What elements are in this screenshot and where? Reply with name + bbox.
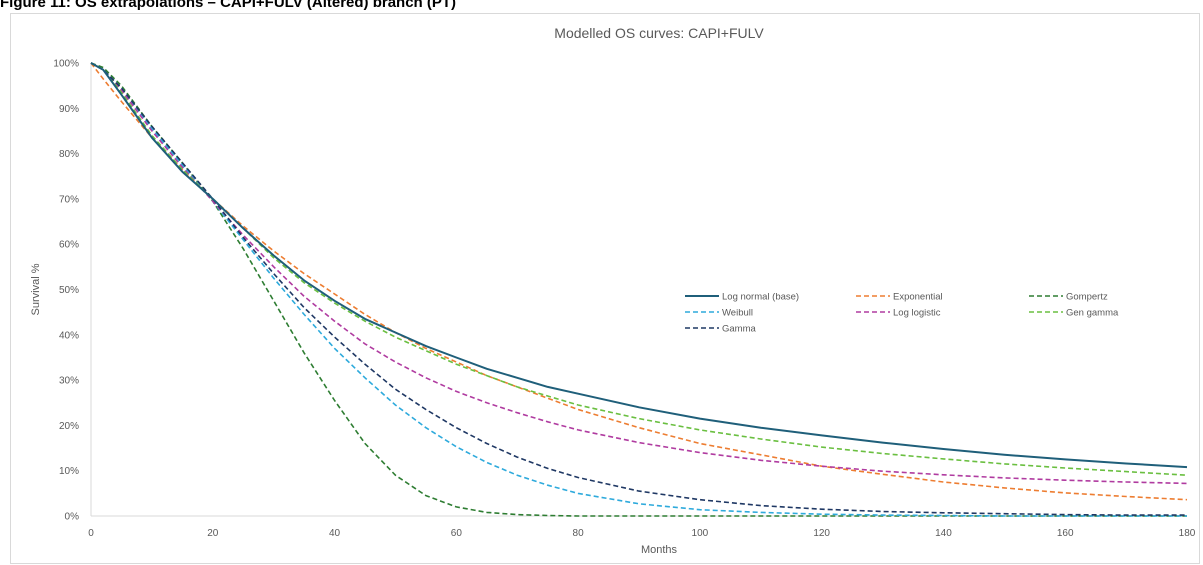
- y-tick-label: 50%: [59, 285, 79, 296]
- y-tick-label: 20%: [59, 421, 79, 432]
- y-tick-label: 90%: [59, 104, 79, 115]
- y-tick-label: 80%: [59, 149, 79, 160]
- y-axis-title: Survival %: [30, 263, 42, 315]
- x-tick-label: 0: [88, 528, 94, 539]
- y-tick-label: 70%: [59, 194, 79, 205]
- x-tick-label: 40: [329, 528, 341, 539]
- x-tick-label: 20: [207, 528, 219, 539]
- figure-caption: Figure 11: OS extrapolations – CAPI+FULV…: [0, 0, 457, 11]
- y-tick-label: 0%: [65, 512, 80, 523]
- legend-label: Gompertz: [1066, 292, 1108, 303]
- x-tick-label: 60: [451, 528, 463, 539]
- chart-title: Modelled OS curves: CAPI+FULV: [554, 25, 764, 41]
- chart-area: Modelled OS curves: CAPI+FULV 0% 10% 20% 30%…: [10, 13, 1200, 564]
- series-line-gompertz: [90, 62, 1187, 517]
- series-line-exponential: [90, 62, 1188, 501]
- y-tick-label: 10%: [59, 466, 79, 477]
- legend-label: Gamma: [722, 324, 757, 335]
- y-tick-label: 30%: [59, 376, 79, 387]
- x-tick-label: 160: [1057, 528, 1074, 539]
- series-line-log-logistic: [90, 62, 1188, 485]
- series-line-weibull: [90, 62, 1187, 517]
- x-tick-label: 100: [692, 528, 709, 539]
- series-line-log-normal-base: [90, 62, 1188, 469]
- x-tick-label: 140: [935, 528, 952, 539]
- legend-label: Weibull: [722, 308, 753, 319]
- y-tick-label: 100%: [53, 59, 79, 70]
- x-tick-label: 120: [813, 528, 830, 539]
- x-tick-label: 180: [1179, 528, 1196, 539]
- os-curves-chart: Modelled OS curves: CAPI+FULV 0% 10% 20% 30%…: [30, 25, 1196, 556]
- series-line-gamma: [90, 62, 1187, 516]
- legend-label: Log logistic: [893, 308, 941, 319]
- x-axis-title: Months: [641, 544, 678, 556]
- legend-label: Log normal (base): [722, 292, 799, 303]
- x-tick-label: 80: [573, 528, 585, 539]
- legend-label: Exponential: [893, 292, 943, 303]
- y-tick-label: 40%: [59, 330, 79, 341]
- y-tick-label: 60%: [59, 240, 79, 251]
- legend-label: Gen gamma: [1066, 308, 1119, 319]
